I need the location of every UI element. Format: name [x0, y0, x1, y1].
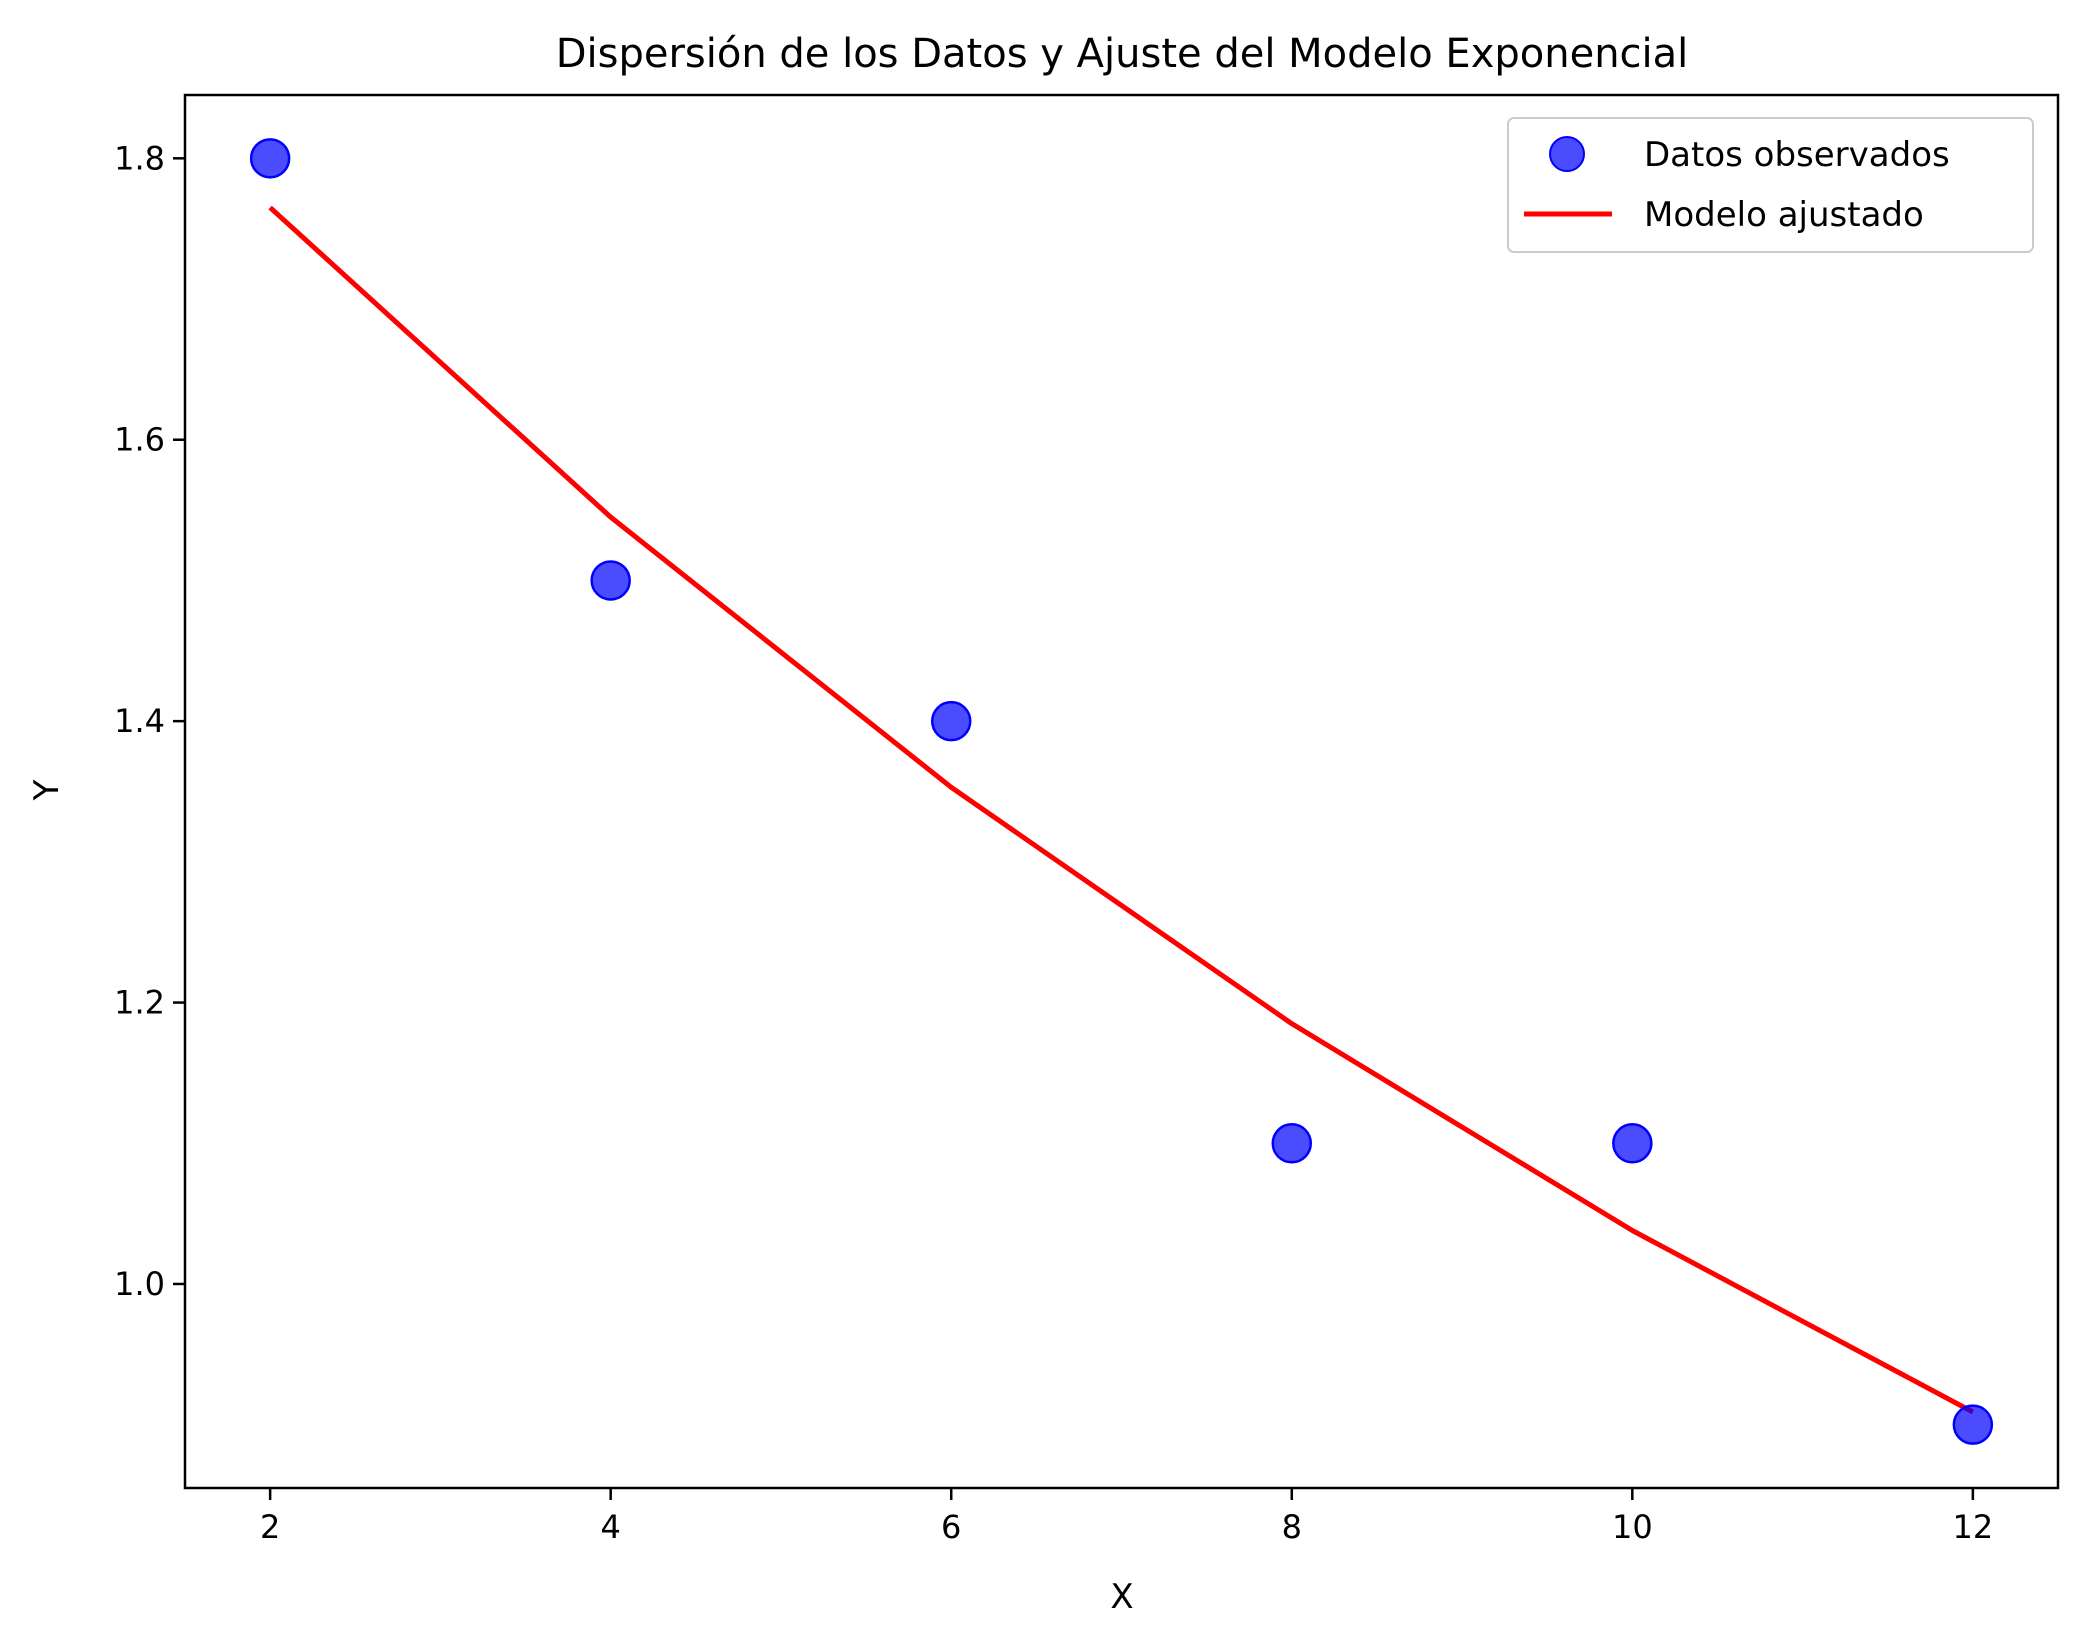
model-line	[268, 205, 1975, 1415]
legend-label-model: Modelo ajustado	[1644, 195, 1924, 235]
y-axis-label: Y	[27, 779, 67, 801]
axes-frame	[183, 93, 2060, 1490]
legend: Datos observados Modelo ajustado	[1507, 117, 2034, 253]
legend-marker-scatter	[1549, 136, 1585, 172]
y-tick-label: 1.2	[114, 984, 165, 1022]
x-axis: 2 4 6 8 10 12	[260, 1488, 1993, 1546]
data-point	[1952, 1404, 1994, 1445]
x-tick-label: 12	[1953, 1508, 1994, 1546]
chart-title: Dispersión de los Datos y Ajuste del Mod…	[556, 31, 1689, 77]
x-tick-label: 6	[941, 1508, 961, 1546]
x-tick-label: 2	[260, 1508, 280, 1546]
data-point	[1612, 1123, 1653, 1164]
y-tick-label: 1.4	[114, 702, 165, 740]
plot-area	[183, 93, 2060, 1490]
x-axis-label: X	[1110, 1577, 1133, 1617]
data-point	[249, 138, 291, 179]
series-layer	[249, 138, 1994, 1445]
x-tick-label: 10	[1612, 1508, 1653, 1546]
y-tick-label: 1.0	[114, 1265, 165, 1303]
data-point	[590, 560, 631, 601]
y-tick-label: 1.8	[114, 139, 165, 177]
x-tick-label: 4	[601, 1508, 621, 1546]
legend-box	[1507, 117, 2034, 253]
data-point	[930, 700, 972, 742]
legend-label-observed: Datos observados	[1644, 135, 1950, 175]
x-tick-label: 8	[1282, 1508, 1302, 1546]
data-point	[1271, 1123, 1313, 1164]
y-tick-label: 1.6	[114, 421, 165, 459]
y-axis: 1.0 1.2 1.4 1.6 1.8	[114, 139, 185, 1303]
